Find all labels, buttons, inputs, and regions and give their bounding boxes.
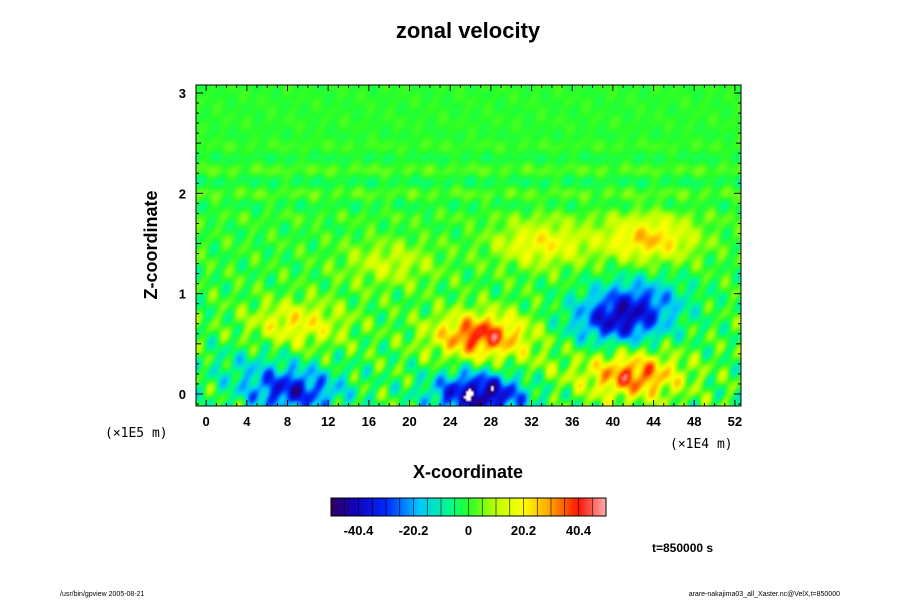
x-tick-label: 40: [606, 414, 620, 429]
colorbar-tick-label: 20.2: [511, 523, 536, 538]
x-tick-label: 24: [443, 414, 458, 429]
colorbar-tick-label: -40.4: [344, 523, 374, 538]
y-axis-ticks: 0 1 2 3: [179, 86, 741, 405]
footer-right: arare-nakajima03_all_Xaster.nc@VelX,t=85…: [689, 591, 840, 598]
y-tick-label: 2: [179, 186, 186, 201]
colorbar-ticks: -40.4 -20.2 0 20.2 40.4: [330, 498, 607, 538]
x-tick-label: 28: [484, 414, 498, 429]
x-tick-label: 44: [646, 414, 661, 429]
colorbar-tick-label: -20.2: [399, 523, 429, 538]
x-tick-label: 8: [284, 414, 291, 429]
y-axis-label: Z-coordinate: [141, 190, 161, 299]
x-tick-label: 4: [243, 414, 251, 429]
colorbar: -40.4 -20.2 0 20.2 40.4: [330, 497, 607, 538]
x-scale-note: (×1E5 m): [105, 426, 168, 441]
x-axis-ticks: 0 4 8 12 16 20 24 28 32 36 40 44 48 52: [195, 85, 742, 429]
x-tick-label: 16: [362, 414, 376, 429]
chart-title: zonal velocity: [396, 18, 541, 43]
x-tick-label: 20: [402, 414, 416, 429]
plot-frame: [195, 84, 742, 407]
x-axis-label: X-coordinate: [413, 462, 523, 482]
y-scale-note: (×1E4 m): [670, 437, 733, 452]
colorbar-tick-label: 0: [465, 523, 472, 538]
x-tick-label: 52: [728, 414, 742, 429]
y-tick-label: 1: [179, 287, 186, 302]
footer-left: /usr/bin/gpview 2005-08-21: [60, 591, 145, 598]
time-label: t=850000 s: [652, 541, 713, 555]
x-tick-label: 48: [687, 414, 701, 429]
heatmap-raster: [196, 85, 741, 406]
y-tick-label: 0: [179, 387, 186, 402]
x-tick-label: 32: [524, 414, 538, 429]
plot-area: [196, 85, 741, 406]
x-tick-label: 0: [203, 414, 210, 429]
y-tick-label: 3: [179, 86, 186, 101]
x-tick-label: 36: [565, 414, 579, 429]
x-tick-label: 12: [321, 414, 335, 429]
colorbar-tick-label: 40.4: [566, 523, 592, 538]
